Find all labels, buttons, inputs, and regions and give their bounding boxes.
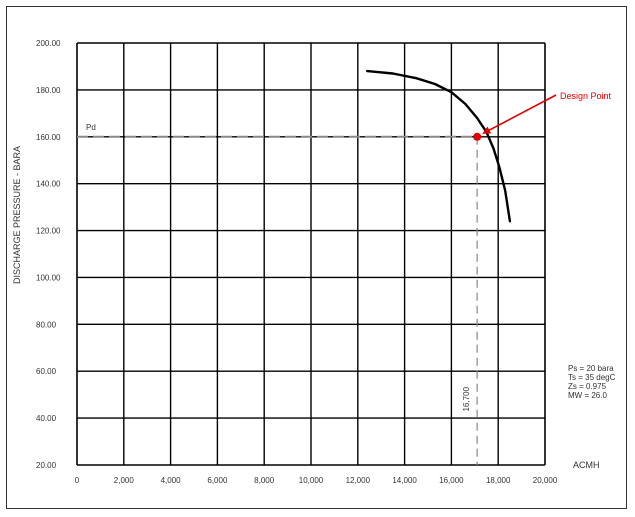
design-point-arrow (485, 94, 557, 133)
x-tick-label: 8,000 (254, 476, 275, 485)
y-tick-label: 20.00 (36, 461, 57, 470)
x-tick-label: 0 (75, 476, 80, 485)
x-tick-label: 14,000 (392, 476, 417, 485)
y-tick-label: 100.00 (36, 273, 61, 282)
x-axis-title: ACMH (573, 460, 600, 470)
design-point-marker (473, 132, 482, 141)
chart-grid (76, 42, 546, 466)
design-flow-label: 16,700 (462, 386, 471, 411)
y-tick-label: 180.00 (36, 86, 61, 95)
condition-note: Zs = 0.975 (568, 382, 607, 391)
condition-note: Ts = 35 degC (568, 373, 616, 382)
x-tick-label: 6,000 (207, 476, 228, 485)
condition-note: Ps = 20 bara (568, 364, 614, 373)
x-tick-label: 4,000 (161, 476, 182, 485)
x-tick-label: 16,000 (439, 476, 464, 485)
series-group (366, 69, 512, 223)
y-axis-title: DISCHARGE PRESSURE - BARA (12, 146, 22, 284)
y-tick-label: 200.00 (36, 39, 61, 48)
condition-note: MW = 26.0 (568, 391, 607, 400)
design-point-arrowhead (482, 126, 492, 134)
reference-lines: Pd 16,700 (77, 123, 478, 465)
y-tick-label: 140.00 (36, 180, 61, 189)
performance-curve (366, 69, 512, 223)
y-tick-label: 40.00 (36, 414, 57, 423)
y-tick-label: 160.00 (36, 133, 61, 142)
x-tick-label: 20,000 (533, 476, 558, 485)
x-tick-label: 18,000 (486, 476, 511, 485)
y-tick-label: 80.00 (36, 320, 57, 329)
pd-label: Pd (86, 123, 96, 132)
y-tick-label: 120.00 (36, 227, 61, 236)
x-tick-label: 12,000 (346, 476, 371, 485)
y-tick-label: 60.00 (36, 367, 57, 376)
design-point-label: Design Point (560, 91, 612, 101)
tick-labels: 0 2,000 4,000 6,000 8,000 10,000 12,000 14,000 1… (36, 39, 558, 485)
x-tick-label: 10,000 (299, 476, 324, 485)
x-tick-label: 2,000 (114, 476, 135, 485)
